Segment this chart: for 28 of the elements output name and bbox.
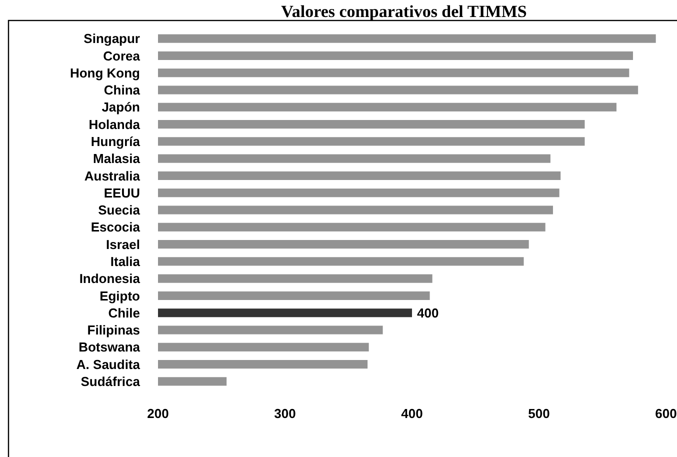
y-tick-label: Escocia — [90, 220, 141, 235]
y-tick-label: Suecia — [98, 202, 141, 218]
y-tick-label: A. Saudita — [76, 356, 141, 372]
y-tick-label: Filipinas — [87, 322, 140, 338]
y-tick-label: Malasia — [93, 151, 141, 166]
y-tick-label: China — [104, 82, 141, 98]
y-tick-label: Botswana — [78, 340, 141, 355]
x-tick-label: 200 — [147, 406, 169, 421]
x-tick-label: 300 — [274, 406, 296, 421]
y-tick-label: Australia — [84, 168, 141, 184]
y-tick-label: Corea — [103, 48, 141, 64]
x-tick-label: 400 — [401, 406, 423, 421]
y-tick-label: Hungría — [90, 134, 141, 149]
y-tick-label: Holanda — [88, 116, 141, 132]
y-tick-label: Israel — [106, 236, 140, 252]
y-tick-label: Chile — [108, 305, 140, 320]
y-tick-label: Sudáfrica — [80, 374, 141, 389]
y-tick-label: Egipto — [100, 288, 140, 304]
y-tick-label: Hong Kong — [70, 65, 140, 80]
data-label: 400 — [417, 305, 439, 320]
x-tick-label: 600 — [655, 406, 677, 421]
y-tick-label: EEUU — [104, 185, 140, 200]
x-tick-label: 500 — [528, 406, 550, 421]
y-tick-label: Japón — [102, 100, 140, 115]
y-tick-label: Italia — [110, 254, 141, 269]
y-tick-label: Indonesia — [79, 271, 141, 286]
y-tick-label: Singapur — [84, 31, 140, 46]
chart-title: Valores comparativos del TIMMS — [281, 2, 527, 21]
